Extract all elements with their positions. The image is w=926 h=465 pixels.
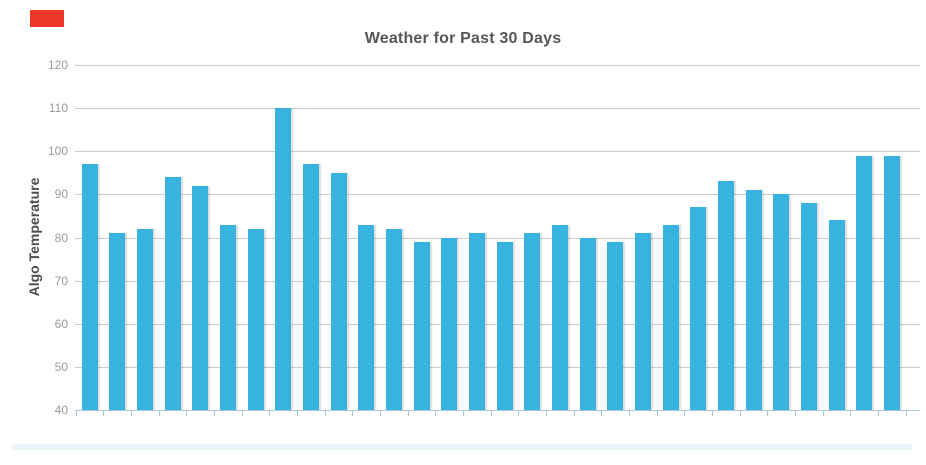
bar[interactable] — [690, 207, 707, 410]
y-tick-label: 60 — [54, 316, 68, 331]
x-axis-tick — [463, 411, 465, 416]
y-tick-label: 80 — [54, 230, 68, 245]
gridline — [75, 237, 920, 239]
bar[interactable] — [717, 181, 734, 410]
x-axis-tick — [241, 411, 243, 416]
bar[interactable] — [330, 172, 347, 410]
bar[interactable] — [385, 228, 402, 410]
y-tick-label: 90 — [54, 187, 68, 202]
x-axis-tick — [269, 411, 271, 416]
bar[interactable] — [634, 233, 651, 410]
bar[interactable] — [219, 224, 236, 410]
x-axis-tick — [518, 411, 520, 416]
bar[interactable] — [579, 237, 596, 410]
bar[interactable] — [551, 224, 568, 410]
chart-title: Weather for Past 30 Days — [364, 30, 562, 47]
red-marker-overlay — [30, 10, 64, 27]
x-axis-tick — [795, 411, 797, 416]
bar[interactable] — [856, 155, 873, 410]
bar[interactable] — [800, 203, 817, 410]
gridline — [75, 151, 920, 153]
x-axis-line — [75, 410, 920, 411]
chart-scrollbar-track[interactable] — [12, 444, 913, 450]
y-tick-label: 40 — [54, 403, 68, 417]
x-axis-tick — [822, 411, 824, 416]
x-axis-tick — [131, 411, 133, 416]
x-axis-tick — [324, 411, 326, 416]
bar[interactable] — [524, 233, 541, 410]
y-tick-label: 110 — [48, 101, 68, 116]
bar[interactable] — [413, 241, 430, 410]
x-axis-tick — [186, 411, 188, 416]
bar[interactable] — [441, 237, 458, 410]
x-axis-tick — [490, 411, 492, 416]
y-tick-label: 70 — [54, 273, 68, 288]
gridline — [75, 108, 920, 110]
y-tick-label: 120 — [47, 58, 68, 72]
gridline — [75, 194, 920, 196]
x-axis-tick — [601, 411, 603, 416]
gridline — [75, 65, 920, 66]
bar[interactable] — [192, 185, 209, 410]
bar[interactable] — [109, 233, 126, 410]
bar[interactable] — [828, 220, 845, 410]
x-axis-tick — [739, 411, 741, 416]
bar[interactable] — [136, 228, 153, 410]
bar[interactable] — [496, 241, 513, 410]
x-axis-tick — [407, 411, 409, 416]
x-axis-tick — [767, 411, 769, 416]
y-tick-label: 50 — [54, 359, 68, 374]
bar[interactable] — [247, 228, 264, 410]
bar[interactable] — [468, 233, 485, 410]
bar[interactable] — [275, 108, 292, 410]
x-axis-tick — [712, 411, 714, 416]
x-axis-tick — [656, 411, 658, 416]
x-axis-tick — [435, 411, 437, 416]
x-axis-tick — [158, 411, 160, 416]
x-axis-tick — [352, 411, 354, 416]
bar[interactable] — [883, 155, 900, 410]
bar[interactable] — [302, 164, 319, 410]
y-tick-label: 100 — [47, 144, 68, 159]
x-axis-tick — [629, 411, 631, 416]
bar[interactable] — [745, 190, 762, 410]
x-axis-tick — [684, 411, 686, 416]
bar[interactable] — [358, 224, 375, 410]
x-axis-tick — [573, 411, 575, 416]
x-axis-tick — [878, 411, 880, 416]
x-axis-tick — [75, 411, 77, 416]
bar[interactable] — [662, 224, 679, 410]
x-axis-tick — [103, 411, 105, 416]
x-axis-tick — [297, 411, 299, 416]
x-axis-tick — [905, 411, 907, 416]
bar[interactable] — [81, 164, 98, 410]
x-axis-tick — [380, 411, 382, 416]
bar[interactable] — [164, 177, 181, 410]
bar[interactable] — [607, 241, 624, 410]
bar[interactable] — [773, 194, 790, 410]
x-axis-tick — [850, 411, 852, 416]
x-axis-tick — [546, 411, 548, 416]
x-axis-tick — [214, 411, 216, 416]
